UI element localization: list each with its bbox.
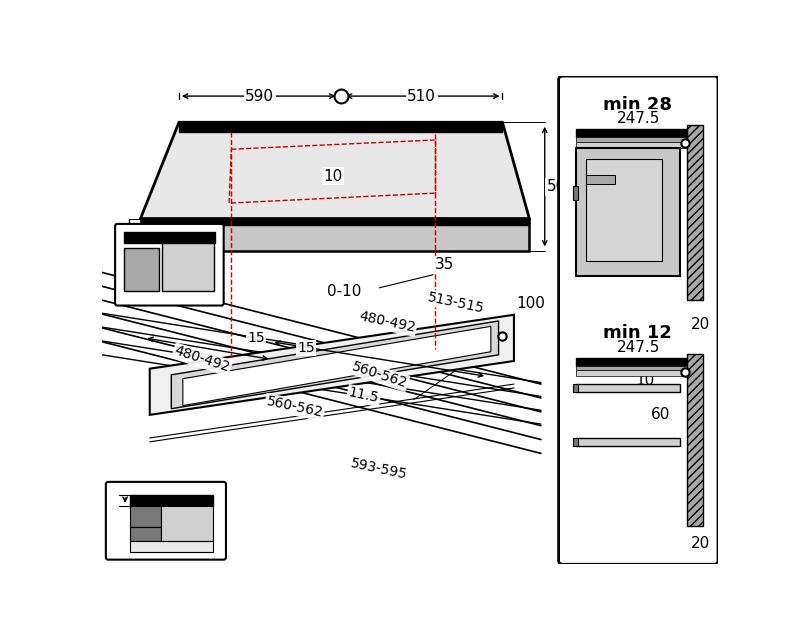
Bar [162, 243, 214, 291]
Bar [574, 438, 578, 446]
Bar [576, 137, 690, 141]
Text: 11.5: 11.5 [347, 385, 380, 406]
Text: 60: 60 [650, 408, 670, 422]
Bar [576, 384, 679, 392]
Text: 247.5: 247.5 [617, 340, 660, 354]
Text: 15: 15 [247, 331, 265, 345]
Bar [576, 438, 679, 446]
Text: 480-492: 480-492 [173, 344, 232, 375]
Polygon shape [179, 122, 502, 131]
Bar [586, 174, 615, 184]
Text: min 28: min 28 [603, 96, 673, 113]
Bar [123, 248, 159, 291]
Text: 513-515: 513-515 [426, 290, 486, 316]
Bar [576, 370, 690, 377]
Text: 35: 35 [435, 257, 454, 272]
Text: 560-562: 560-562 [350, 359, 409, 391]
Bar [576, 358, 690, 366]
Polygon shape [171, 321, 498, 409]
Bar [586, 159, 662, 261]
Text: min 12: min 12 [603, 324, 672, 342]
Text: 510: 510 [407, 89, 436, 103]
Text: 20: 20 [690, 536, 710, 551]
Bar [687, 126, 702, 300]
Text: 480-492: 480-492 [358, 309, 417, 335]
Bar [576, 366, 690, 370]
Polygon shape [141, 219, 530, 251]
Bar [123, 233, 215, 243]
Bar [130, 506, 161, 527]
Text: 0-10: 0-10 [327, 284, 362, 299]
Polygon shape [183, 327, 491, 406]
FancyBboxPatch shape [558, 76, 718, 564]
Text: 247.5: 247.5 [617, 111, 660, 126]
Polygon shape [141, 219, 530, 224]
Text: 593-595: 593-595 [350, 456, 409, 482]
Bar [574, 186, 578, 200]
Text: 10: 10 [635, 373, 654, 388]
Text: 50: 50 [546, 179, 566, 194]
Bar [576, 129, 690, 137]
Text: 590: 590 [246, 89, 274, 103]
Bar [576, 148, 679, 276]
Bar [130, 541, 213, 552]
FancyBboxPatch shape [106, 482, 226, 560]
Text: 100: 100 [517, 295, 546, 311]
Polygon shape [150, 314, 514, 415]
Text: 15: 15 [298, 341, 315, 355]
Bar [574, 384, 578, 392]
Text: 10: 10 [323, 169, 342, 184]
Polygon shape [141, 122, 530, 219]
Text: 6: 6 [126, 484, 136, 500]
Bar [130, 495, 213, 506]
Text: 4: 4 [114, 227, 124, 242]
Text: 560-562: 560-562 [265, 394, 324, 420]
Bar [130, 527, 161, 541]
Bar [687, 354, 702, 526]
Bar [576, 141, 690, 148]
Bar [161, 506, 213, 541]
FancyBboxPatch shape [115, 224, 224, 306]
Text: 20: 20 [690, 317, 710, 332]
